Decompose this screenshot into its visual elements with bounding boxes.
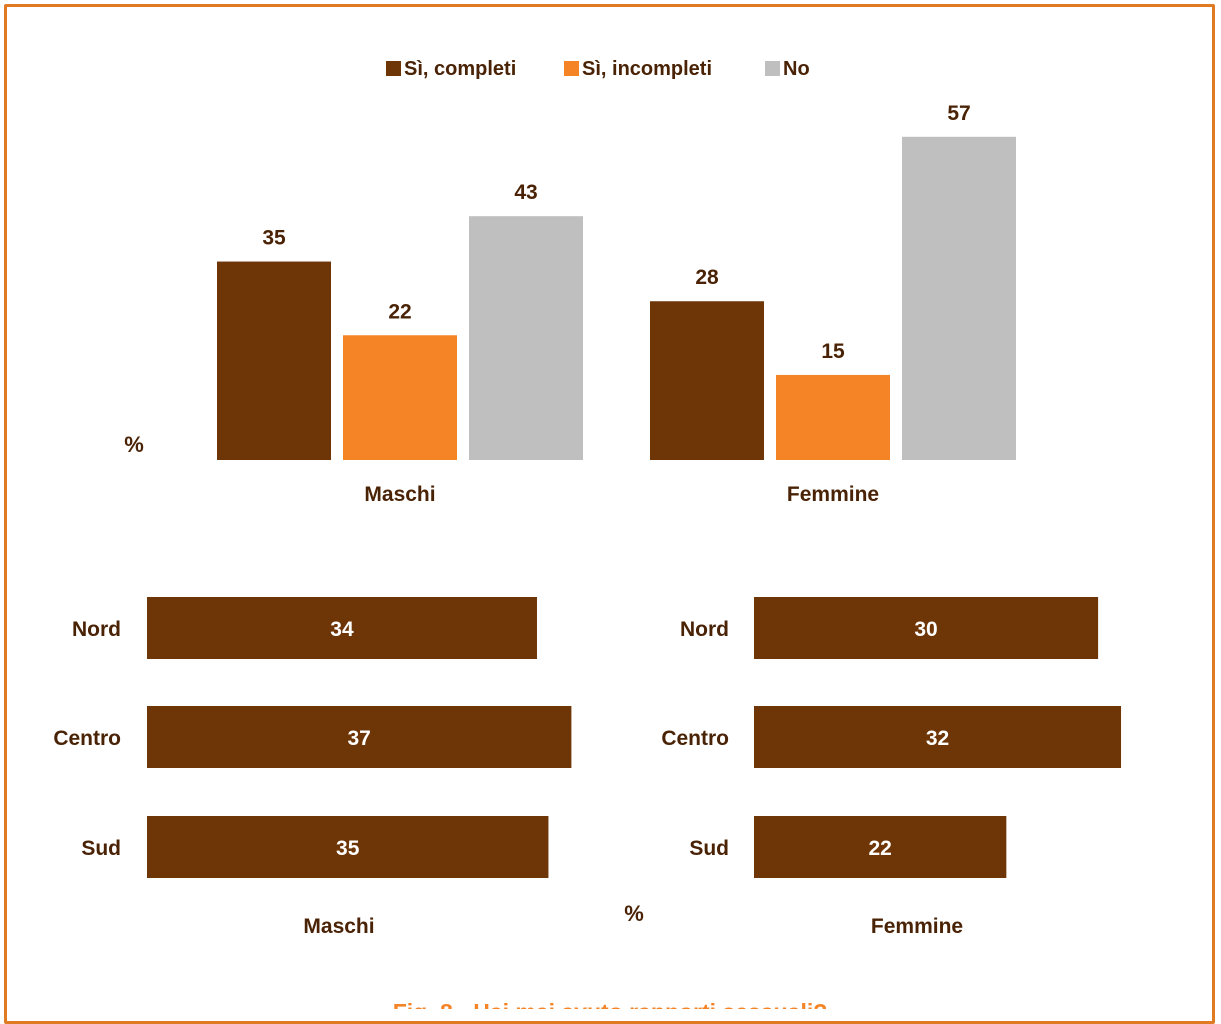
data-label-femmine-sud: 22: [868, 837, 891, 860]
bottom-right-horizontal-bar-chart: 30 Nord 32 Centro 22 Sud: [661, 597, 1122, 878]
data-label-maschi-nord: 34: [330, 618, 354, 641]
data-label-femmine-si-incompleti: 15: [821, 340, 845, 363]
bar-femmine-centro: [754, 706, 1122, 768]
bar-maschi-si-completi: [217, 261, 331, 460]
data-label-maschi-si-incompleti: 22: [388, 300, 411, 323]
legend-label-si-completi: Sì, completi: [404, 58, 516, 80]
data-label-maschi-sud: 35: [336, 837, 360, 860]
bar-femmine-sud: [754, 816, 1007, 878]
bottom-right-title: Femmine: [871, 915, 963, 938]
bar-maschi-sud: [147, 816, 549, 878]
bar-maschi-nord: [147, 597, 537, 659]
bar-maschi-centro: [147, 706, 572, 768]
category-label-femmine-nord: Nord: [680, 618, 729, 641]
bottom-left-title: Maschi: [303, 915, 374, 938]
bar-femmine-no: [902, 136, 1016, 460]
category-label-maschi-nord: Nord: [72, 618, 121, 641]
legend: Sì, completi Sì, incompleti No: [386, 58, 810, 80]
data-label-maschi-si-completi: 35: [262, 227, 286, 250]
bar-maschi-si-incompleti: [343, 335, 457, 460]
data-label-femmine-si-completi: 28: [695, 266, 719, 289]
bar-femmine-si-incompleti: [776, 374, 890, 460]
data-label-femmine-no: 57: [947, 102, 970, 125]
category-label-maschi-sud: Sud: [81, 837, 121, 860]
data-label-maschi-no: 43: [514, 181, 537, 204]
category-label-femmine: Femmine: [787, 483, 879, 506]
bottom-unit-label: %: [624, 901, 644, 926]
top-chart-unit-label: %: [124, 432, 144, 457]
bar-femmine-nord: [754, 597, 1099, 659]
data-label-femmine-centro: 32: [926, 727, 949, 750]
category-label-maschi-centro: Centro: [53, 727, 121, 750]
figure-caption: Fig. 8 - Hai mai avuto rapporti sessuali…: [393, 999, 828, 1009]
bottom-left-horizontal-bar-chart: 34 Nord 37 Centro 35 Sud: [53, 597, 572, 878]
legend-swatch-no: [765, 61, 780, 76]
legend-swatch-si-incompleti: [564, 61, 579, 76]
bar-femmine-si-completi: [650, 301, 764, 460]
top-grouped-bar-chart: 35 22 43 Maschi 28 15 57 Femmine: [217, 102, 1016, 506]
legend-label-si-incompleti: Sì, incompleti: [582, 58, 712, 80]
category-label-maschi: Maschi: [364, 483, 435, 506]
legend-label-no: No: [783, 58, 810, 80]
category-label-femmine-centro: Centro: [661, 727, 729, 750]
bar-maschi-no: [469, 216, 583, 460]
data-label-femmine-nord: 30: [914, 618, 937, 641]
legend-swatch-si-completi: [386, 61, 401, 76]
category-label-femmine-sud: Sud: [689, 837, 729, 860]
data-label-maschi-centro: 37: [348, 727, 371, 750]
